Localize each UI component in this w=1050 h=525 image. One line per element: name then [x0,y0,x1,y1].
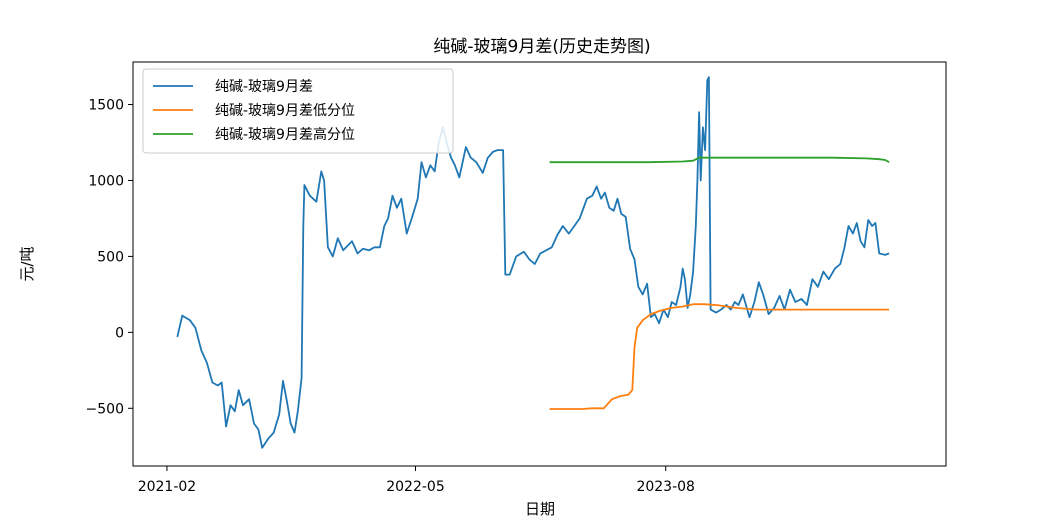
x-tick-label: 2022-05 [386,479,445,495]
x-tick-label: 2021-02 [138,479,197,495]
x-axis-label: 日期 [525,500,555,518]
y-tick-label: 1500 [88,98,124,114]
x-axis: 2021-02 2022-05 2023-08 [138,466,695,495]
y-axis: −500 0 500 1000 1500 [86,98,133,417]
chart-title: 纯碱-玻璃9月差(历史走势图) [433,37,650,57]
legend-label-1: 纯碱-玻璃9月差 [215,78,313,95]
y-axis-label: 元/吨 [18,246,36,281]
y-tick-label: 0 [115,325,124,341]
series-line-3 [549,156,890,164]
plot-frame [132,61,947,467]
series-line-1 [176,76,890,449]
legend-box [142,68,454,154]
series-line-2 [549,303,890,410]
plot-lines [176,76,890,449]
y-tick-label: 1000 [88,173,124,189]
legend-label-3: 纯碱-玻璃9月差高分位 [215,126,355,143]
legend-label-2: 纯碱-玻璃9月差低分位 [215,102,355,119]
y-tick-label: −500 [86,401,124,417]
y-tick-label: 500 [97,249,124,265]
x-tick-label: 2023-08 [636,479,695,495]
